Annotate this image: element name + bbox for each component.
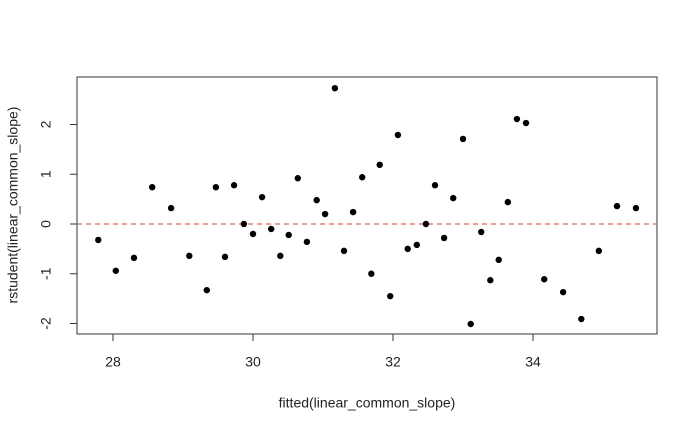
y-tick-label: 1 (38, 170, 54, 178)
point (267, 225, 275, 233)
point (478, 228, 485, 236)
point (167, 204, 175, 212)
point (595, 247, 603, 255)
point (404, 245, 411, 253)
x-tick-label: 34 (525, 354, 541, 370)
point (559, 288, 567, 296)
point (613, 202, 621, 210)
point (495, 256, 502, 264)
point (321, 210, 329, 218)
x-tick-label: 28 (105, 354, 121, 370)
point (130, 254, 138, 262)
point (277, 252, 284, 260)
point (450, 194, 457, 202)
point (340, 247, 348, 255)
point (431, 182, 439, 189)
point (285, 231, 292, 239)
point (440, 234, 448, 242)
y-tick-label: 2 (38, 120, 54, 128)
point (212, 183, 220, 191)
y-axis-title: rstudent(linear_common_slope) (5, 107, 21, 304)
x-axis-title: fitted(linear_common_slope) (279, 395, 456, 411)
point (413, 241, 421, 249)
point (230, 182, 238, 189)
point (95, 236, 102, 244)
point (632, 204, 640, 212)
point (203, 286, 210, 294)
x-tick-label: 30 (245, 354, 261, 370)
point (240, 220, 248, 228)
point (541, 276, 548, 283)
y-tick-label: 0 (38, 220, 54, 228)
point (313, 196, 320, 204)
point (387, 292, 394, 300)
point (221, 253, 229, 261)
point (459, 135, 467, 143)
point (258, 193, 266, 201)
point (359, 174, 366, 181)
point (422, 220, 430, 228)
point (368, 270, 375, 277)
point (487, 277, 494, 284)
point (303, 238, 311, 246)
y-tick-label: -2 (38, 317, 54, 330)
point (522, 119, 530, 127)
y-tick-label: -1 (38, 267, 54, 280)
point (331, 84, 339, 92)
point (513, 115, 521, 123)
point (394, 131, 402, 139)
point (249, 230, 257, 238)
point (294, 175, 301, 182)
point (349, 208, 357, 216)
point (504, 198, 512, 206)
point (578, 315, 585, 323)
point (467, 320, 474, 328)
plot-box (76, 76, 658, 335)
x-tick-label: 32 (385, 354, 401, 370)
point (186, 252, 193, 260)
point (148, 183, 156, 191)
point (112, 267, 119, 274)
point (376, 161, 383, 169)
